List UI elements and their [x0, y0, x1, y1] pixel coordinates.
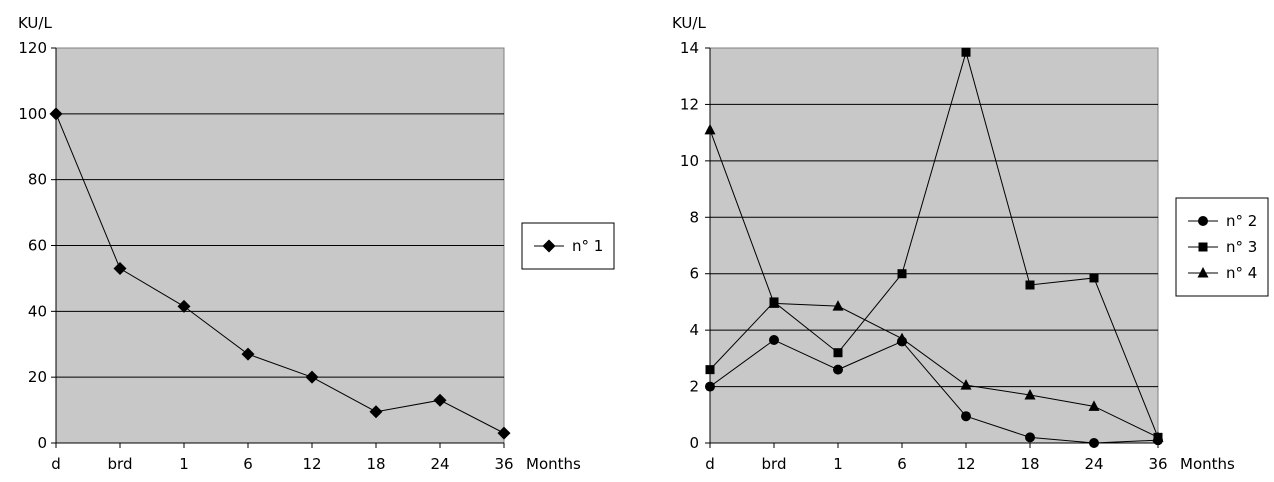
y-tick-label: 2 — [689, 378, 699, 396]
series-line — [709, 129, 1159, 438]
x-tick-label: 6 — [897, 455, 907, 473]
plot-area — [709, 47, 1159, 444]
y-tick-label: 12 — [680, 95, 699, 113]
series-triangle — [704, 123, 1164, 442]
x-tick-label: d — [705, 455, 715, 473]
legend-marker — [1198, 242, 1208, 252]
data-point — [961, 47, 971, 57]
data-point — [897, 269, 907, 279]
data-point — [1089, 438, 1099, 448]
data-point — [705, 381, 715, 392]
data-point — [704, 123, 716, 135]
x-tick-label: 12 — [302, 455, 321, 473]
series-circle — [705, 335, 1163, 448]
data-point — [433, 393, 447, 407]
data-point — [961, 411, 971, 422]
x-tick-label: d — [51, 455, 61, 473]
legend: n° 2 n° 3 n° 4 — [1175, 197, 1269, 297]
data-point — [113, 262, 127, 276]
x-tick-label: 36 — [1148, 455, 1167, 473]
x-tick-label: 6 — [243, 455, 253, 473]
y-tick-label: 10 — [680, 152, 699, 170]
data-point — [177, 299, 191, 313]
legend-label: n° 2 — [1226, 212, 1257, 230]
data-point — [241, 347, 255, 361]
y-tick-label: 20 — [28, 368, 47, 386]
data-point — [832, 300, 844, 311]
series-line — [709, 339, 1159, 444]
data-point — [1152, 431, 1164, 442]
x-tick-label: 24 — [1084, 455, 1103, 473]
data-point — [1089, 273, 1099, 283]
x-tick-label: 18 — [366, 455, 385, 473]
y-tick-label: 100 — [18, 105, 47, 123]
series-line — [55, 113, 505, 434]
data-point — [49, 107, 63, 121]
y-tick-label: 14 — [680, 39, 699, 57]
legend-marker — [1197, 267, 1209, 278]
data-point — [497, 426, 511, 440]
x-tick-label: brd — [108, 455, 133, 473]
y-tick-label: 120 — [18, 39, 47, 57]
y-tick-label: 0 — [37, 434, 47, 452]
y-tick-label: 0 — [689, 434, 699, 452]
legend-marker — [542, 239, 556, 253]
x-tick-label: 1 — [179, 455, 189, 473]
y-axis-label: KU/L — [18, 14, 52, 32]
legend: n° 1 — [521, 222, 615, 270]
data-point — [305, 370, 319, 384]
x-tick-label: 24 — [430, 455, 449, 473]
x-axis-label: Months — [526, 455, 581, 473]
series-diamond — [49, 107, 511, 440]
legend-label: n° 3 — [1226, 238, 1257, 256]
y-tick-label: 4 — [689, 321, 699, 339]
data-point — [768, 297, 780, 308]
data-point — [705, 365, 715, 375]
legend-marker — [1198, 216, 1208, 226]
y-tick-label: 40 — [28, 302, 47, 320]
y-tick-label: 6 — [689, 265, 699, 283]
y-axis-label: KU/L — [672, 14, 706, 32]
x-tick-label: brd — [762, 455, 787, 473]
series-line — [709, 50, 1159, 438]
x-tick-label: 36 — [494, 455, 513, 473]
data-point — [1024, 389, 1036, 400]
y-tick-label: 80 — [28, 171, 47, 189]
data-point — [896, 332, 908, 344]
data-point — [1025, 432, 1035, 443]
y-tick-label: 8 — [689, 208, 699, 226]
x-axis-label: Months — [1180, 455, 1235, 473]
data-point — [833, 348, 843, 358]
data-point — [833, 364, 843, 375]
data-point — [769, 335, 779, 346]
chart-1: 0 20 40 60 80 100 120 d brd 1 6 12 18 24 36 KU/L Months n… — [18, 14, 615, 473]
x-tick-label: 18 — [1020, 455, 1039, 473]
data-point — [1088, 400, 1100, 411]
data-point — [960, 379, 972, 390]
y-tick-label: 60 — [28, 237, 47, 255]
legend-label: n° 4 — [1226, 264, 1257, 282]
legend-label: n° 1 — [572, 237, 603, 255]
data-point — [1025, 280, 1035, 290]
x-tick-label: 12 — [956, 455, 975, 473]
data-point — [369, 405, 383, 419]
x-tick-label: 1 — [833, 455, 843, 473]
